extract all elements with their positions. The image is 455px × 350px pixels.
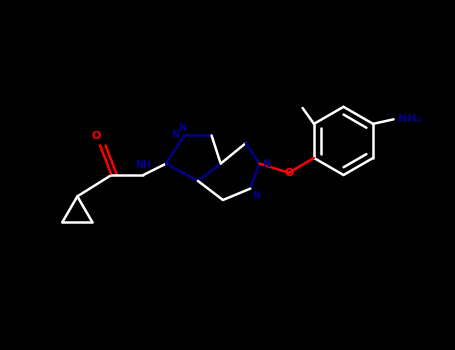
Text: NH: NH	[135, 160, 152, 169]
Text: N: N	[253, 191, 261, 201]
Text: NH₂: NH₂	[398, 114, 421, 124]
Text: N: N	[172, 131, 180, 140]
Text: N: N	[263, 159, 271, 169]
Text: O: O	[92, 131, 101, 141]
Text: N: N	[178, 123, 186, 133]
Text: O: O	[284, 168, 293, 178]
